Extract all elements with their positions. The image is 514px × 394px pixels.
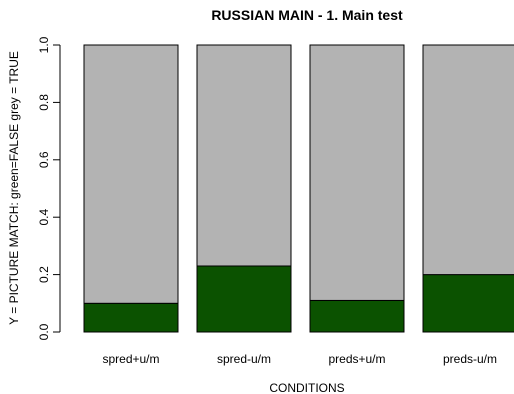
bars-layer (83, 44, 514, 333)
x-axis: spred+u/m spred-u/m preds+u/m preds-u/m (102, 352, 497, 366)
bar-segment-false-1 (83, 302, 179, 333)
bar-segment-false-3 (309, 299, 405, 333)
y-tick-label: 0.0 (37, 323, 51, 340)
bar-segment-true-3 (309, 44, 405, 301)
y-tick-label: 0.4 (37, 209, 51, 226)
x-axis-label: CONDITIONS (269, 381, 344, 394)
x-tick-label: spred-u/m (217, 352, 271, 366)
x-tick-label: preds-u/m (443, 352, 497, 366)
x-tick-label: spred+u/m (102, 352, 159, 366)
y-tick-label: 0.2 (37, 266, 51, 283)
bar-segment-true-4 (422, 44, 514, 276)
y-tick-label: 0.6 (37, 151, 51, 168)
bar-segment-true-2 (196, 44, 292, 267)
chart-title: RUSSIAN MAIN - 1. Main test (211, 7, 403, 23)
x-tick-label: preds+u/m (328, 352, 385, 366)
bar-segment-true-1 (83, 44, 179, 304)
y-axis: 0.0 0.2 0.4 0.6 0.8 1.0 (37, 36, 61, 340)
y-axis-label: Y = PICTURE MATCH: green=FALSE grey = TR… (7, 51, 21, 325)
bar-segment-false-2 (196, 265, 292, 333)
y-tick-label: 1.0 (37, 36, 51, 53)
bar-segment-false-4 (422, 274, 514, 333)
y-tick-label: 0.8 (37, 94, 51, 111)
